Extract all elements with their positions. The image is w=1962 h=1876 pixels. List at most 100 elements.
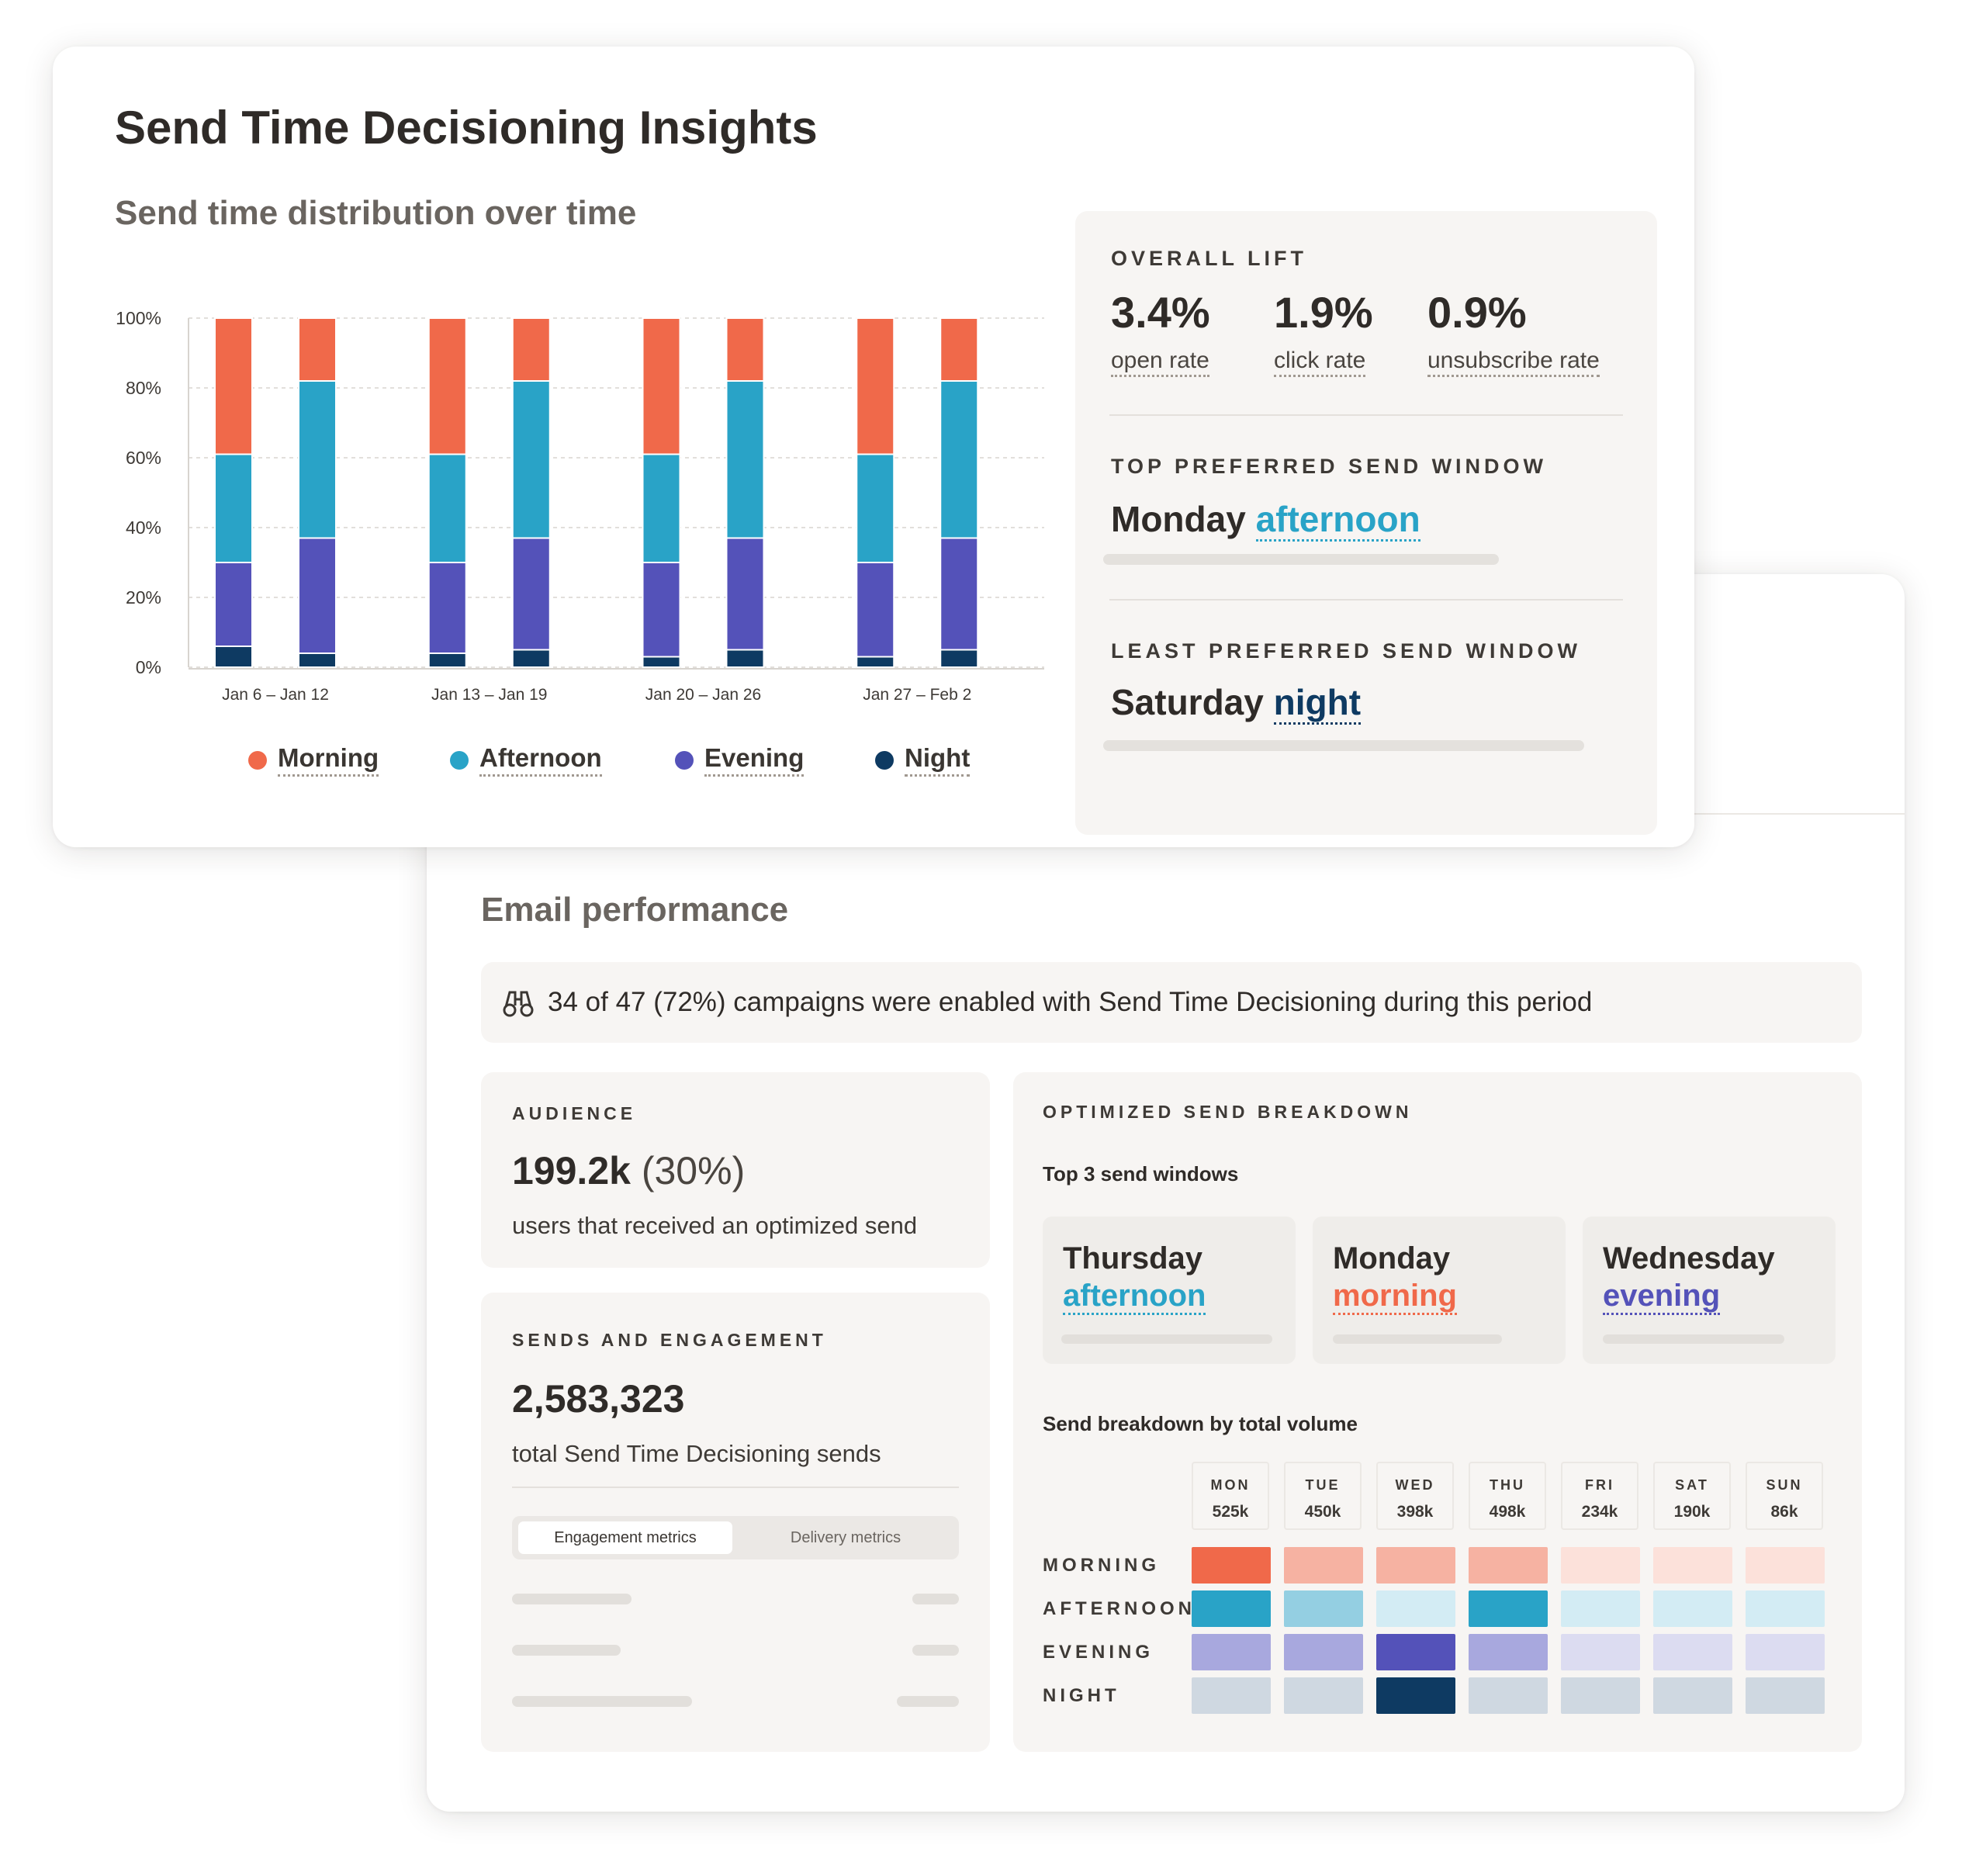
heatmap-cell[interactable] xyxy=(1561,1677,1640,1714)
tab-engagement-metrics[interactable]: Engagement metrics xyxy=(518,1521,732,1554)
bar-segment-night[interactable] xyxy=(856,656,895,668)
heatmap-cell[interactable] xyxy=(1469,1590,1548,1627)
heatmap-cell[interactable] xyxy=(1746,1590,1825,1627)
heatmap-cell[interactable] xyxy=(1561,1634,1640,1670)
bar-segment-morning[interactable] xyxy=(214,317,253,455)
bar-segment-night[interactable] xyxy=(427,652,467,668)
heatmap-cell[interactable] xyxy=(1469,1677,1548,1714)
legend-label: Evening xyxy=(704,743,805,777)
campaign-banner: 34 of 47 (72%) campaigns were enabled wi… xyxy=(481,962,1862,1043)
bar-segment-morning[interactable] xyxy=(856,317,895,455)
bar-segment-evening[interactable] xyxy=(725,537,765,651)
stats-divider xyxy=(1109,414,1623,416)
heatmap-cell[interactable] xyxy=(1284,1677,1363,1714)
bar-segment-evening[interactable] xyxy=(856,562,895,658)
heatmap-cell[interactable] xyxy=(1653,1590,1732,1627)
bar-segment-evening[interactable] xyxy=(642,562,681,658)
bar-segment-afternoon[interactable] xyxy=(427,453,467,563)
bar-segment-morning[interactable] xyxy=(939,317,979,382)
heatmap-cell[interactable] xyxy=(1192,1590,1271,1627)
bar-segment-morning[interactable] xyxy=(298,317,337,382)
heatmap-day-header: FRI 234k xyxy=(1561,1462,1638,1530)
bar-segment-night[interactable] xyxy=(298,652,337,668)
heatmap-cell[interactable] xyxy=(1653,1677,1732,1714)
click-rate-value: 1.9% xyxy=(1274,288,1373,337)
legend-item-morning[interactable]: Morning xyxy=(248,743,379,777)
heatmap-row-label: MORNING xyxy=(1043,1555,1160,1576)
heatmap-cell[interactable] xyxy=(1469,1634,1548,1670)
heatmap-row-label: NIGHT xyxy=(1043,1685,1120,1706)
bar-segment-morning[interactable] xyxy=(642,317,681,455)
bar-segment-evening[interactable] xyxy=(214,562,253,647)
heatmap-cell[interactable] xyxy=(1376,1547,1455,1584)
heatmap-cell[interactable] xyxy=(1469,1547,1548,1584)
heatmap-cell[interactable] xyxy=(1746,1677,1825,1714)
bar-segment-night[interactable] xyxy=(214,646,253,668)
heatmap-cell[interactable] xyxy=(1376,1634,1455,1670)
bar-segment-morning[interactable] xyxy=(427,317,467,455)
heatmap-cell[interactable] xyxy=(1192,1677,1271,1714)
top-window-3: Wednesday evening xyxy=(1583,1217,1836,1364)
bar-segment-night[interactable] xyxy=(939,649,979,668)
bar-segment-night[interactable] xyxy=(642,656,681,668)
y-tick-label: 40% xyxy=(126,517,161,538)
top3-label: Top 3 send windows xyxy=(1043,1162,1239,1185)
bar-segment-afternoon[interactable] xyxy=(511,380,551,539)
skeleton-bar xyxy=(1103,554,1499,565)
legend-item-evening[interactable]: Evening xyxy=(675,743,805,777)
heatmap-cell[interactable] xyxy=(1653,1547,1732,1584)
heatmap-day-header: WED 398k xyxy=(1376,1462,1454,1530)
heatmap-day-header: SUN 86k xyxy=(1746,1462,1823,1530)
bar-segment-night[interactable] xyxy=(725,649,765,668)
day-volume: 450k xyxy=(1304,1503,1341,1521)
bar-segment-afternoon[interactable] xyxy=(725,380,765,539)
audience-heading: AUDIENCE xyxy=(512,1103,637,1123)
bar-segment-afternoon[interactable] xyxy=(939,380,979,539)
audience-panel: AUDIENCE 199.2k (30%) users that receive… xyxy=(481,1072,990,1268)
chart-title: Send time distribution over time xyxy=(115,194,637,232)
y-tick-label: 60% xyxy=(126,448,161,468)
top-window-part: evening xyxy=(1603,1279,1721,1315)
heatmap-cell[interactable] xyxy=(1284,1590,1363,1627)
heatmap-cell[interactable] xyxy=(1746,1634,1825,1670)
audience-pct: (30%) xyxy=(641,1149,746,1192)
day-volume: 86k xyxy=(1770,1503,1798,1521)
bar-segment-evening[interactable] xyxy=(939,537,979,651)
heatmap-cell[interactable] xyxy=(1653,1634,1732,1670)
legend-dot xyxy=(450,750,469,770)
legend-item-afternoon[interactable]: Afternoon xyxy=(450,743,602,777)
bar-segment-afternoon[interactable] xyxy=(642,453,681,563)
heatmap-cell[interactable] xyxy=(1561,1547,1640,1584)
tab-delivery-metrics[interactable]: Delivery metrics xyxy=(790,1529,901,1546)
legend-label: Night xyxy=(905,743,971,777)
campaign-banner-text: 34 of 47 (72%) campaigns were enabled wi… xyxy=(548,987,1593,1017)
heatmap-cell[interactable] xyxy=(1192,1634,1271,1670)
heatmap-cell[interactable] xyxy=(1192,1547,1271,1584)
bar-segment-night[interactable] xyxy=(511,649,551,668)
insights-title: Send Time Decisioning Insights xyxy=(115,102,818,154)
legend-item-night[interactable]: Night xyxy=(875,743,971,777)
least-window-day: Saturday xyxy=(1111,682,1264,722)
heatmap-cell[interactable] xyxy=(1376,1677,1455,1714)
bar-segment-morning[interactable] xyxy=(725,317,765,382)
x-tick-label: Jan 6 – Jan 12 xyxy=(222,686,329,704)
bar-segment-evening[interactable] xyxy=(298,537,337,654)
heatmap-cell[interactable] xyxy=(1561,1590,1640,1627)
heatmap-cell[interactable] xyxy=(1284,1547,1363,1584)
legend-dot xyxy=(875,750,894,770)
sends-divider xyxy=(512,1487,959,1488)
bar-segment-afternoon[interactable] xyxy=(856,453,895,563)
top-window-day: Monday xyxy=(1333,1241,1451,1275)
audience-value: 199.2k (30%) xyxy=(512,1148,745,1193)
bar-segment-afternoon[interactable] xyxy=(214,453,253,563)
audience-count: 199.2k xyxy=(512,1149,631,1192)
bar-segment-morning[interactable] xyxy=(511,317,551,382)
heatmap-cell[interactable] xyxy=(1376,1590,1455,1627)
bar-segment-afternoon[interactable] xyxy=(298,380,337,539)
heatmap-cell[interactable] xyxy=(1284,1634,1363,1670)
top-window-part: morning xyxy=(1333,1279,1457,1315)
y-tick-label: 100% xyxy=(116,308,161,328)
heatmap-cell[interactable] xyxy=(1746,1547,1825,1584)
bar-segment-evening[interactable] xyxy=(511,537,551,651)
bar-segment-evening[interactable] xyxy=(427,562,467,654)
